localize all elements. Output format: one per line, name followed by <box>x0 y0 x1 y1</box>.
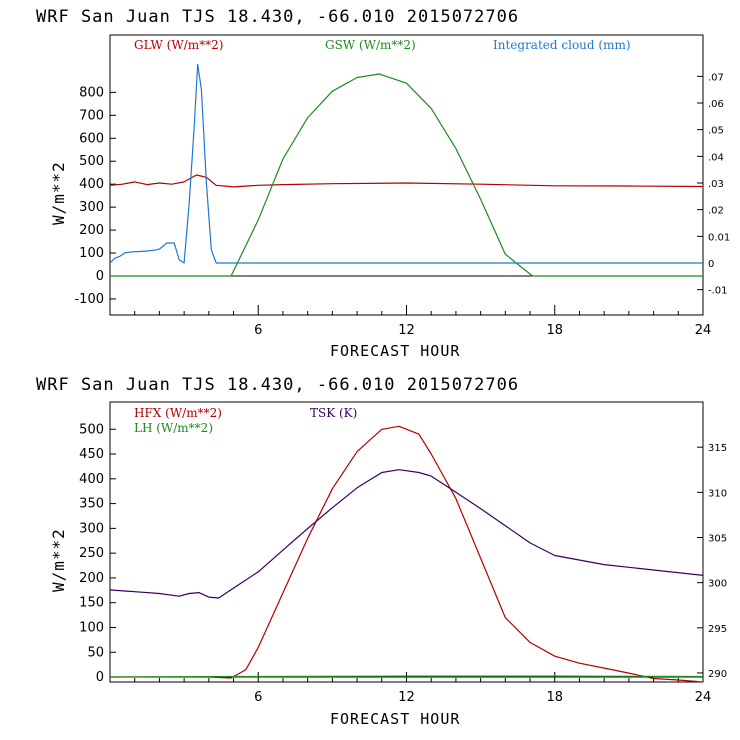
x-axis-label: FORECAST HOUR <box>330 342 460 360</box>
y2-tick-label: 290 <box>708 669 727 680</box>
y-tick-label: 800 <box>79 85 104 100</box>
y-tick-label: 500 <box>79 154 104 169</box>
x-tick-label: 18 <box>546 690 563 705</box>
y2-tick-label: 305 <box>708 533 727 544</box>
legend-entry-cloud: Integrated cloud (mm) <box>493 38 631 52</box>
y-tick-label: 0 <box>96 670 104 685</box>
y2-tick-label: 310 <box>708 488 727 499</box>
legend-entry-glw: GLW (W/m**2) <box>134 38 223 52</box>
y2-tick-label: 315 <box>708 443 727 454</box>
y-axis-label: W/m**2 <box>49 161 68 225</box>
x-tick-label: 18 <box>546 323 563 338</box>
plot-marks: 6 12 18 24 0 50 100 150 200 250 300 350 400 450 500 290… <box>79 422 727 705</box>
y-axis-label: W/m**2 <box>49 528 68 592</box>
y-tick-label: 600 <box>79 131 104 146</box>
y-tick-label: 50 <box>87 645 104 660</box>
y-tick-label: 200 <box>79 571 104 586</box>
series-line-hfx <box>110 425 704 683</box>
y-tick-label: 300 <box>79 200 104 215</box>
series-line-gsw <box>110 73 703 277</box>
x-tick-label: 24 <box>695 690 712 705</box>
x-tick-label: 6 <box>254 323 262 338</box>
x-tick-label: 24 <box>695 323 712 338</box>
y-tick-label: 150 <box>79 596 104 611</box>
y-tick-label: 700 <box>79 108 104 123</box>
y2-tick-label: .06 <box>708 99 724 110</box>
y-tick-label: 400 <box>79 472 104 487</box>
y2-tick-label: 295 <box>708 624 727 635</box>
chart-panel-top: WRF San Juan TJS 18.430, -66.010 2015072… <box>36 7 730 360</box>
chart-panel-bottom: WRF San Juan TJS 18.430, -66.010 2015072… <box>36 375 727 728</box>
y2-tick-label: .07 <box>708 72 724 83</box>
y2-tick-label: .05 <box>708 126 724 137</box>
y2-tick-label: .02 <box>708 206 724 217</box>
y2-tick-label: 0 <box>708 259 714 270</box>
series-line-integrated <box>109 63 703 264</box>
y-tick-label: 0 <box>96 269 104 284</box>
series-line-tsk <box>109 469 704 599</box>
y-tick-label: 200 <box>79 223 104 238</box>
y2-tick-label: .04 <box>708 152 724 163</box>
y-tick-label: 250 <box>79 546 104 561</box>
series-line-lh <box>109 675 704 678</box>
y-tick-label: 500 <box>79 422 104 437</box>
legend-entry-lh: LH (W/m**2) <box>134 421 213 435</box>
y2-tick-label: 300 <box>708 579 727 590</box>
y-tick-label: 350 <box>79 497 104 512</box>
plot-marks: 6 12 18 24 -100 0 100 200 300 400 500 600 700 800 -.01… <box>74 63 730 338</box>
y2-tick-label: 0.01 <box>708 232 730 243</box>
y-tick-label: 100 <box>79 620 104 635</box>
x-tick-label: 12 <box>398 323 415 338</box>
chart-title: WRF San Juan TJS 18.430, -66.010 2015072… <box>36 7 519 27</box>
plot-frame <box>109 401 704 683</box>
x-axis-label: FORECAST HOUR <box>330 710 460 728</box>
legend-entry-gsw: GSW (W/m**2) <box>325 38 416 52</box>
y-tick-label: 450 <box>79 447 104 462</box>
legend-entry-tsk: TSK (K) <box>310 406 357 420</box>
y2-tick-label: .03 <box>708 179 724 190</box>
y-tick-label: 100 <box>79 246 104 261</box>
series-line-glw <box>109 174 704 188</box>
y-tick-label: 400 <box>79 177 104 192</box>
x-tick-label: 6 <box>254 690 262 705</box>
x-tick-label: 12 <box>398 690 415 705</box>
y-tick-label: -100 <box>74 292 104 307</box>
legend-entry-hfx: HFX (W/m**2) <box>134 406 222 420</box>
y-tick-label: 300 <box>79 521 104 536</box>
chart-title: WRF San Juan TJS 18.430, -66.010 2015072… <box>36 375 519 395</box>
y2-tick-label: -.01 <box>708 286 728 297</box>
